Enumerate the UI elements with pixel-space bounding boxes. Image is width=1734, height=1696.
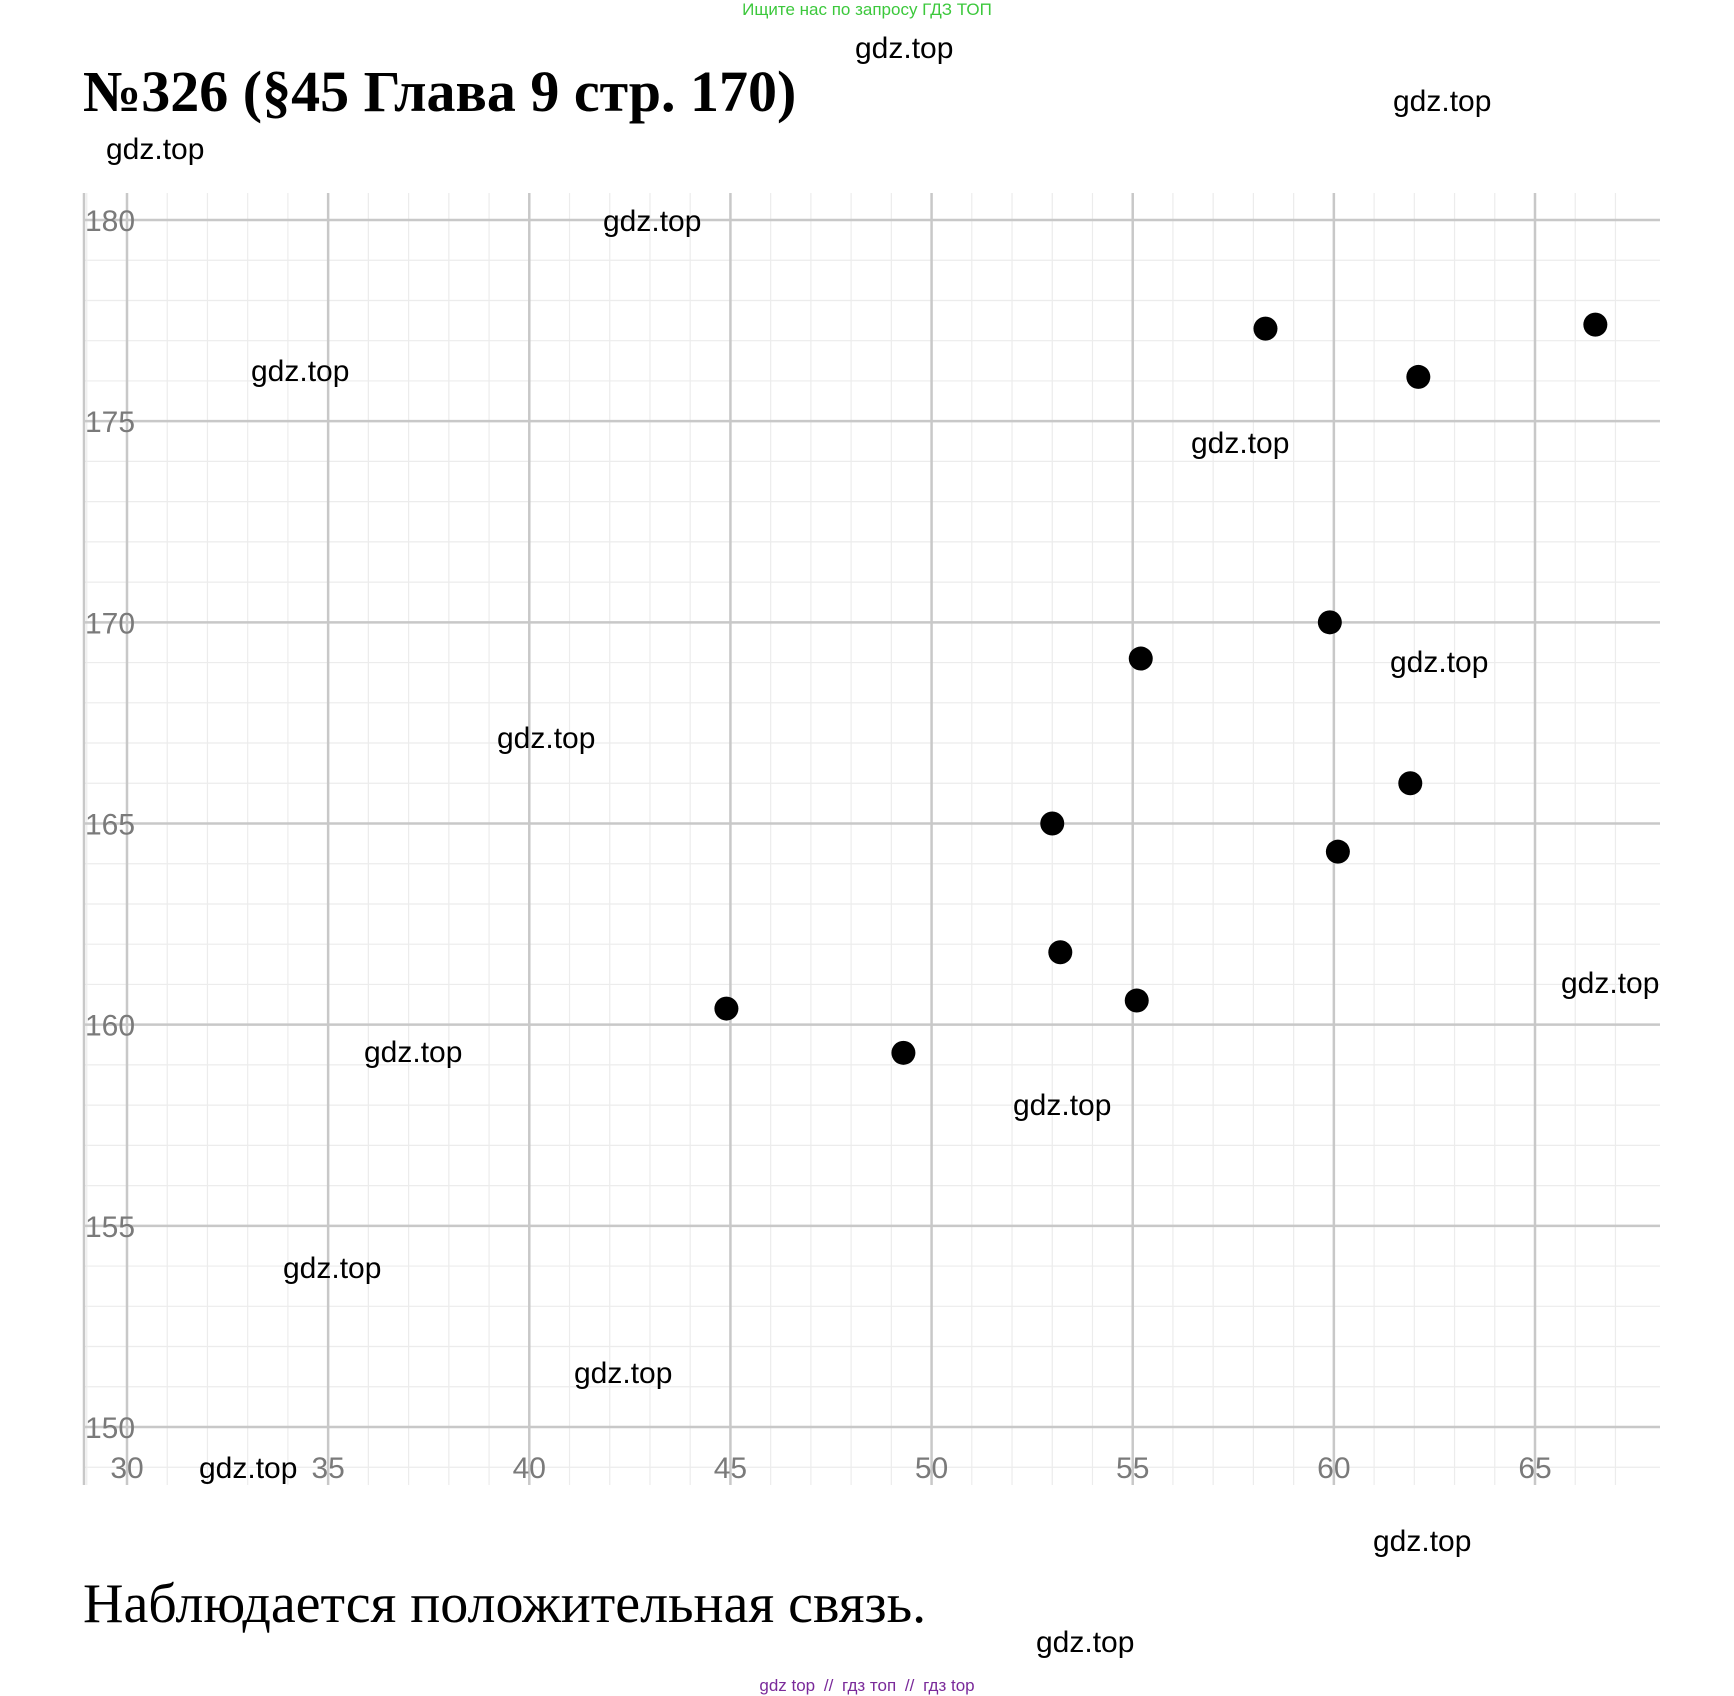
x-tick-label: 30 bbox=[110, 1452, 143, 1485]
data-point bbox=[1048, 940, 1073, 965]
footer-links: gdz top // гдз топ // гдз top bbox=[0, 1676, 1734, 1696]
data-point bbox=[1128, 646, 1153, 671]
data-points bbox=[714, 312, 1608, 1065]
data-point bbox=[1325, 839, 1350, 864]
y-tick-label: 180 bbox=[85, 205, 135, 238]
x-tick-label: 45 bbox=[714, 1452, 747, 1485]
watermark-text: gdz.top bbox=[283, 1252, 382, 1285]
watermark-text: gdz.top bbox=[199, 1452, 298, 1485]
watermark-text: gdz.top bbox=[1373, 1525, 1472, 1558]
watermark-text: gdz.top bbox=[497, 722, 596, 755]
search-hint-banner: Ищите нас по запросу ГДЗ ТОП bbox=[742, 0, 992, 19]
y-tick-label: 175 bbox=[85, 406, 135, 439]
x-tick-label: 55 bbox=[1116, 1452, 1149, 1485]
x-tick-label: 60 bbox=[1317, 1452, 1350, 1485]
data-point bbox=[714, 996, 739, 1021]
data-point bbox=[1398, 771, 1423, 796]
x-tick-label: 35 bbox=[311, 1452, 344, 1485]
watermark-text: gdz.top bbox=[1390, 646, 1489, 679]
x-tick-label: 50 bbox=[915, 1452, 948, 1485]
watermark-text: gdz.top bbox=[1013, 1089, 1112, 1122]
watermark-text: gdz.top bbox=[1191, 427, 1290, 460]
y-tick-label: 160 bbox=[85, 1010, 135, 1043]
watermark-text: gdz.top bbox=[106, 133, 205, 166]
footer-link-gdz-top[interactable]: gdz top bbox=[759, 1676, 816, 1695]
page-title: №326 (§45 Глава 9 стр. 170) bbox=[83, 59, 797, 124]
x-tick-label: 40 bbox=[513, 1452, 546, 1485]
x-axis-tick-labels: 30 35 40 45 50 55 60 65 bbox=[110, 1452, 1551, 1485]
data-point bbox=[1253, 316, 1278, 341]
watermark-text: gdz.top bbox=[251, 355, 350, 388]
watermark-text: gdz.top bbox=[1036, 1626, 1135, 1659]
watermark-text: gdz.top bbox=[1393, 85, 1492, 118]
data-point bbox=[1124, 988, 1149, 1013]
conclusion-text: Наблюдается положительная связь. bbox=[83, 1573, 927, 1635]
footer-link-gdz-top-ru[interactable]: гдз топ bbox=[842, 1676, 897, 1695]
y-tick-label: 165 bbox=[85, 809, 135, 842]
major-grid bbox=[82, 193, 1660, 1485]
watermark-text: gdz.top bbox=[1561, 967, 1660, 1000]
footer-separator: // bbox=[823, 1676, 834, 1695]
watermark-text: gdz.top bbox=[855, 32, 954, 65]
data-point bbox=[891, 1040, 916, 1065]
watermark-text: gdz.top bbox=[574, 1357, 673, 1390]
footer-link-gdz-top-mixed[interactable]: гдз top bbox=[923, 1676, 975, 1695]
data-point bbox=[1583, 312, 1608, 337]
data-point bbox=[1317, 610, 1342, 635]
data-point bbox=[1406, 364, 1431, 389]
y-tick-label: 155 bbox=[85, 1211, 135, 1244]
footer-separator: // bbox=[904, 1676, 915, 1695]
y-tick-label: 170 bbox=[85, 607, 135, 640]
watermark-text: gdz.top bbox=[364, 1036, 463, 1069]
y-axis-tick-labels: 150 155 160 165 170 175 180 bbox=[85, 205, 135, 1445]
x-tick-label: 65 bbox=[1518, 1452, 1551, 1485]
y-tick-label: 150 bbox=[85, 1412, 135, 1445]
data-point bbox=[1040, 811, 1065, 836]
watermark-text: gdz.top bbox=[603, 205, 702, 238]
